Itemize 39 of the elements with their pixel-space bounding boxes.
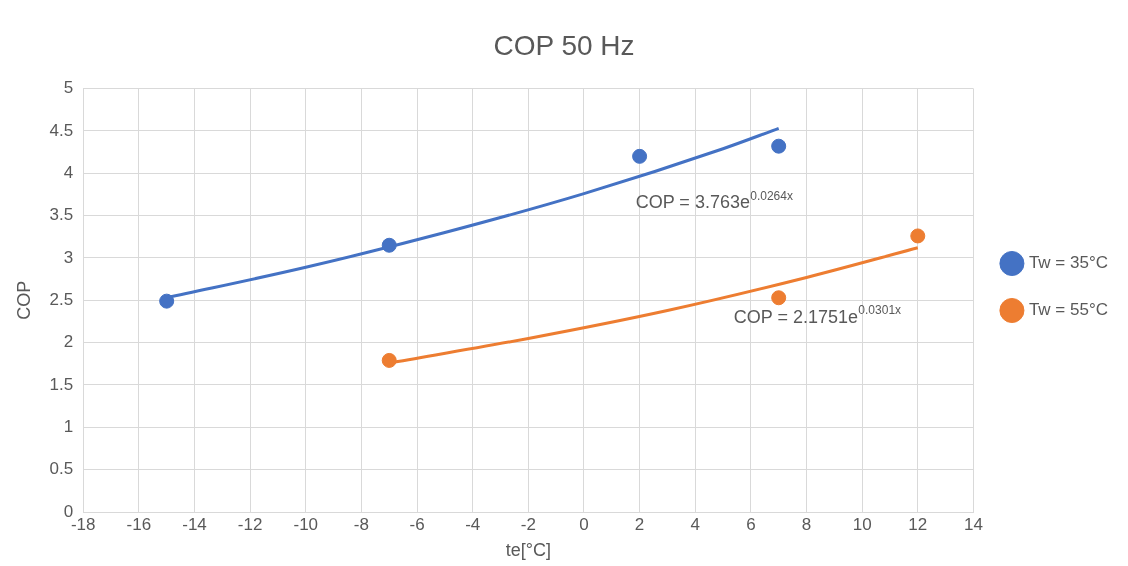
x-tick-label: -10 [293,514,319,534]
y-tick-label: 4.5 [49,120,74,140]
y-tick-label: 1 [63,417,74,437]
y-tick-label: 1.5 [49,374,74,394]
point [381,352,397,368]
x-tick-label: -12 [237,514,263,534]
x-tick-label: -14 [182,514,207,534]
y-axis-title: COP [13,280,34,320]
point [632,148,648,164]
y-tick-label: 5 [63,78,74,98]
point [159,293,175,309]
x-tick-label: 4 [690,514,700,534]
x-tick-label: -8 [353,514,369,534]
x-tick-label: -2 [520,514,536,534]
x-tick-label: -16 [126,514,152,534]
y-tick-label: 2.5 [49,289,74,309]
point [381,237,397,253]
point [771,138,787,154]
x-tick-label: 10 [852,514,872,534]
legend-label: Tw = 35°C [1028,253,1109,273]
y-tick-label: 2 [63,332,74,352]
point [771,290,787,306]
x-tick-label: 12 [908,514,928,534]
y-tick-label: 3.5 [49,205,74,225]
legend-label: Tw = 55°C [1028,300,1109,320]
x-tick-label: -4 [465,514,481,534]
x-tick-label: -6 [409,514,425,534]
x-tick-label: 8 [801,514,812,534]
x-tick-label: 0 [579,514,589,534]
x-tick-label: 6 [746,514,756,534]
x-tick-label: 2 [634,514,645,534]
y-tick-label: 0.5 [49,459,74,479]
chart-title: COP 50 Hz [493,29,635,61]
y-tick-label: 0 [63,501,74,521]
y-tick-label: 4 [63,162,74,182]
y-tick-label: 3 [63,247,74,267]
x-axis-title: te[°C] [505,540,551,561]
x-tick-label: 14 [963,514,983,534]
point [910,228,926,244]
